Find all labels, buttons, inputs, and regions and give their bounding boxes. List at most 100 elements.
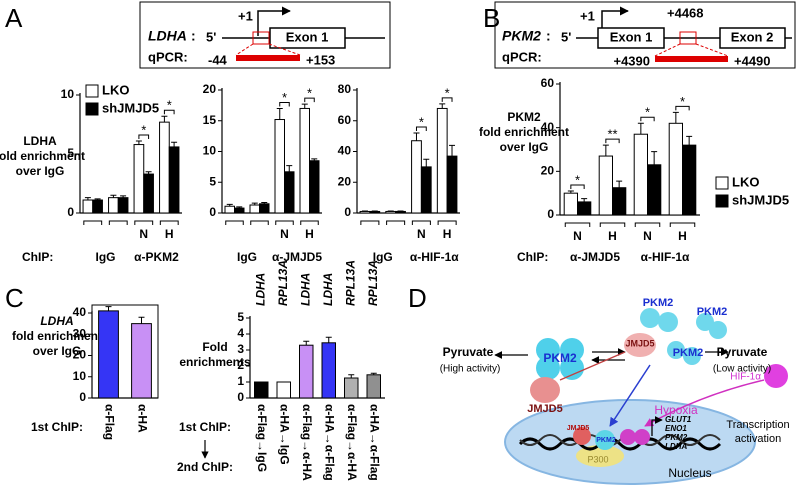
x-axis-label: ChIP:	[22, 250, 53, 264]
hif-blob	[764, 364, 788, 388]
category-bracket	[634, 222, 661, 227]
category-bracket	[300, 220, 319, 225]
hif-blob	[634, 429, 650, 445]
error-bar	[370, 372, 377, 375]
legend-swatch	[85, 102, 99, 116]
exon	[719, 27, 786, 49]
significance-bracket	[138, 134, 150, 140]
five-prime: 5'	[561, 29, 571, 44]
error-bar	[449, 144, 456, 157]
pkm2-blob	[595, 430, 615, 450]
blob	[658, 312, 678, 332]
panel-letter: A	[5, 3, 23, 33]
tss-arrow	[601, 6, 629, 28]
category-bracket	[225, 220, 244, 225]
diagram-label: ENO1	[665, 424, 687, 433]
error-bar	[616, 180, 623, 188]
error-bar	[413, 132, 420, 141]
zoom-lines	[235, 43, 301, 56]
category-bracket	[250, 220, 269, 225]
category-bracket	[564, 222, 591, 227]
amplicon-box	[679, 31, 697, 45]
error-bar	[251, 202, 258, 206]
jmjd5-blob	[530, 377, 560, 403]
y-tick-label: 40	[338, 144, 352, 158]
y-tick-label: 80	[338, 82, 352, 96]
diagram-label: Pyruvate	[443, 345, 494, 359]
gene-name: LDHA	[148, 28, 187, 44]
x-tick-label: α-HA→IgG	[278, 404, 292, 465]
legend-swatch	[715, 194, 729, 208]
bar	[117, 197, 129, 214]
bar	[411, 140, 422, 214]
group-label: α-JMJD5	[272, 250, 322, 264]
arrow	[559, 351, 626, 381]
pkm2-dimers	[640, 308, 727, 365]
y-axis-label: over IgG	[16, 164, 65, 178]
y-axis-label: fold enrichment	[12, 329, 102, 343]
group-label: α-HIF-1α	[410, 250, 459, 264]
y-axis-label: over IgG	[500, 140, 549, 154]
gene-label: LDHA	[321, 273, 335, 306]
site-label: +4468	[667, 5, 704, 20]
significance-label: *	[575, 172, 580, 187]
bar	[420, 166, 432, 214]
bar	[299, 344, 314, 399]
diagram-frame	[494, 1, 796, 69]
dna	[519, 434, 721, 446]
exon	[597, 27, 665, 49]
y-tick-label: 40	[541, 120, 555, 134]
x-axis-label: 1st ChIP:	[31, 420, 83, 434]
error-bar	[581, 198, 588, 202]
significance-bracket	[441, 97, 453, 102]
diagram-label: activation	[735, 433, 781, 445]
y-tick-label: 20	[541, 164, 555, 178]
bar	[274, 119, 285, 214]
bar	[82, 199, 94, 214]
y-tick-label: 0	[209, 205, 216, 219]
y-tick-label: 30	[73, 326, 87, 340]
error-bar	[311, 158, 318, 161]
error-bar	[105, 306, 112, 311]
error-bar	[120, 195, 127, 198]
bar	[143, 173, 154, 214]
exon	[269, 27, 346, 49]
error-bar	[686, 135, 693, 146]
blob	[640, 308, 660, 328]
y-tick-label: 0	[547, 207, 554, 221]
x-tick-label: N	[643, 229, 652, 243]
legend-label: LKO	[102, 82, 129, 97]
amplicon	[655, 56, 728, 62]
x-tick-label: H	[678, 229, 687, 243]
legend-label: LKO	[732, 174, 759, 189]
bar	[234, 207, 245, 214]
category-bracket	[159, 220, 179, 225]
significance-label: *	[680, 94, 685, 109]
error-bar	[261, 202, 268, 204]
significance-label: *	[141, 122, 146, 137]
diagram-label: GLUT1	[665, 415, 692, 424]
diagram-frame	[139, 1, 391, 69]
significance-bracket	[570, 184, 585, 189]
gene-label: LDHA	[253, 273, 267, 306]
category-bracket	[275, 220, 294, 225]
y-axis-label: over IgG	[33, 344, 82, 358]
five-prime: 5'	[206, 29, 216, 44]
error-bar	[171, 141, 178, 147]
y-axis-label: Fold	[202, 340, 227, 354]
bar	[224, 205, 235, 214]
y-axis-label: enrichments	[179, 355, 251, 369]
bar	[168, 146, 180, 214]
y-tick-label: 10	[203, 144, 217, 158]
tss-label: +1	[238, 8, 253, 23]
diagram-label: Transcription	[726, 419, 789, 431]
significance-label: *	[645, 105, 650, 120]
legend-label: shJMJD5	[732, 192, 789, 207]
y-tick-label: 1	[237, 374, 244, 388]
bar	[385, 210, 397, 214]
bar	[309, 160, 320, 214]
diagram-label: LDHA	[665, 442, 687, 451]
blob	[560, 356, 584, 380]
x-tick-label: α-Flag→IgG	[255, 404, 269, 472]
error-bar	[439, 103, 446, 109]
